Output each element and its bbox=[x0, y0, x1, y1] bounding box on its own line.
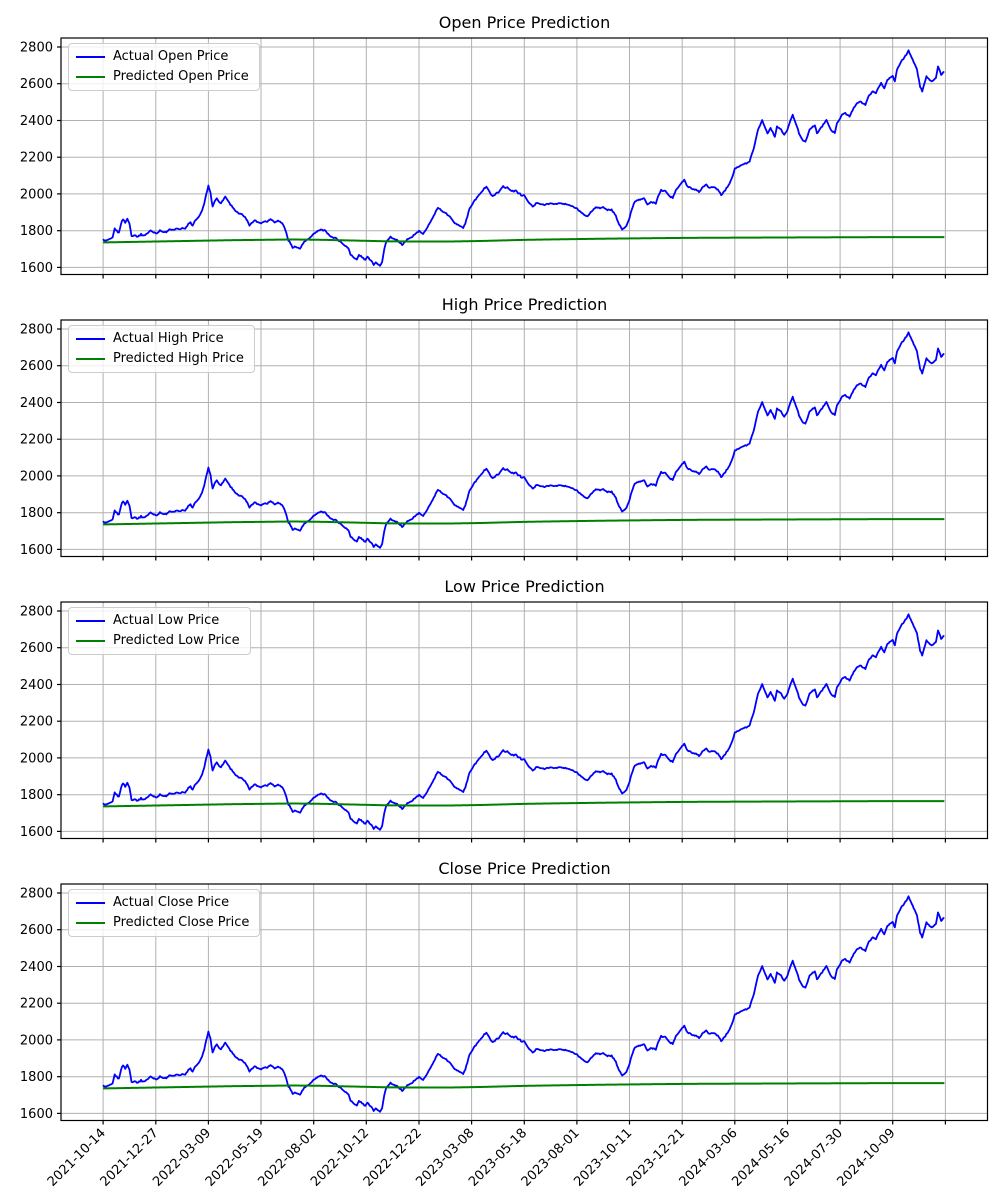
subplot-title-low: Low Price Prediction bbox=[444, 577, 605, 596]
legend-label: Actual Open Price bbox=[113, 49, 229, 64]
y-axis-tick-label: 2200 bbox=[20, 997, 53, 1012]
y-axis-tick-label: 2600 bbox=[20, 359, 53, 374]
y-axis-tick-label: 1800 bbox=[20, 224, 53, 239]
tick-marks bbox=[57, 328, 947, 561]
y-axis-tick-label: 1600 bbox=[20, 825, 53, 840]
subplot-title-high: High Price Prediction bbox=[441, 295, 608, 314]
legend-item-actual: Actual Low Price bbox=[76, 613, 240, 629]
y-axis-tick-label: 1600 bbox=[20, 1107, 53, 1122]
legend-close: Actual Close Price Predicted Close Price bbox=[68, 889, 261, 937]
y-axis-tick-label: 2200 bbox=[20, 151, 53, 166]
y-axis-tick-label: 2400 bbox=[20, 678, 53, 693]
predicted-line-swatch bbox=[76, 922, 105, 924]
y-axis-tick-label: 2400 bbox=[20, 114, 53, 129]
actual-line-swatch bbox=[76, 56, 105, 58]
legend-item-predicted: Predicted Close Price bbox=[76, 915, 249, 931]
actual-line-swatch bbox=[76, 902, 105, 904]
legend-item-predicted: Predicted Low Price bbox=[76, 633, 240, 649]
legend-label: Actual High Price bbox=[113, 331, 224, 346]
legend-label: Predicted Low Price bbox=[113, 633, 240, 648]
y-axis-tick-label: 2800 bbox=[20, 41, 53, 56]
y-axis-tick-label: 1800 bbox=[20, 788, 53, 803]
grid bbox=[61, 602, 988, 839]
legend-label: Predicted Close Price bbox=[113, 915, 250, 930]
subplot-title-close: Close Price Prediction bbox=[438, 859, 611, 878]
y-axis-tick-label: 2000 bbox=[20, 187, 53, 202]
tick-marks bbox=[57, 610, 947, 843]
legend-open: Actual Open Price Predicted Open Price bbox=[68, 43, 260, 91]
tick-marks bbox=[57, 892, 947, 1125]
grid bbox=[61, 38, 988, 275]
y-axis-tick-label: 2600 bbox=[20, 77, 53, 92]
tick-marks bbox=[57, 46, 947, 279]
y-axis-tick-label: 2800 bbox=[20, 887, 53, 902]
legend-label: Actual Low Price bbox=[113, 613, 220, 628]
legend-item-actual: Actual Close Price bbox=[76, 895, 249, 911]
y-axis-tick-label: 2000 bbox=[20, 469, 53, 484]
predicted-price-line bbox=[103, 800, 945, 808]
actual-line-swatch bbox=[76, 338, 105, 340]
legend-item-actual: Actual Open Price bbox=[76, 49, 249, 65]
y-axis-tick-label: 1600 bbox=[20, 261, 53, 276]
actual-price-line bbox=[102, 331, 945, 549]
legend-high: Actual High Price Predicted High Price bbox=[68, 325, 255, 373]
predicted-line-swatch bbox=[76, 640, 105, 642]
y-axis-tick-label: 2400 bbox=[20, 960, 53, 975]
legend-item-actual: Actual High Price bbox=[76, 331, 244, 347]
predicted-line-swatch bbox=[76, 76, 105, 78]
y-axis-tick-label: 1800 bbox=[20, 1070, 53, 1085]
subplot-open: 1600 1800 2000 2200 2400 2600 2800 bbox=[20, 37, 989, 279]
y-axis-tick-label: 2200 bbox=[20, 715, 53, 730]
predicted-price-line bbox=[103, 518, 945, 526]
legend-item-predicted: Predicted Open Price bbox=[76, 69, 249, 85]
legend-label: Predicted High Price bbox=[113, 351, 244, 366]
subplot-high: 1600 1800 2000 2200 2400 2600 2800 bbox=[20, 319, 989, 561]
y-axis-tick-label: 2000 bbox=[20, 751, 53, 766]
legend-low: Actual Low Price Predicted Low Price bbox=[68, 607, 251, 655]
y-axis-tick-label: 2800 bbox=[20, 605, 53, 620]
y-axis-tick-label: 2400 bbox=[20, 396, 53, 411]
actual-price-line bbox=[102, 613, 945, 831]
y-axis-tick-label: 2600 bbox=[20, 641, 53, 656]
y-axis-tick-label: 2200 bbox=[20, 433, 53, 448]
predicted-price-line bbox=[103, 236, 945, 244]
y-axis-tick-label: 1600 bbox=[20, 543, 53, 558]
legend-label: Predicted Open Price bbox=[113, 69, 249, 84]
predicted-line-swatch bbox=[76, 358, 105, 360]
legend-item-predicted: Predicted High Price bbox=[76, 351, 244, 367]
legend-label: Actual Close Price bbox=[113, 895, 230, 910]
y-axis-tick-label: 2000 bbox=[20, 1033, 53, 1048]
subplot-title-open: Open Price Prediction bbox=[438, 13, 611, 32]
predicted-price-line bbox=[103, 1082, 945, 1090]
actual-line-swatch bbox=[76, 620, 105, 622]
actual-price-line bbox=[102, 895, 945, 1113]
y-axis-tick-label: 2600 bbox=[20, 923, 53, 938]
y-axis-tick-label: 2800 bbox=[20, 323, 53, 338]
actual-price-line bbox=[102, 49, 945, 267]
grid bbox=[61, 320, 988, 557]
y-axis-tick-label: 1800 bbox=[20, 506, 53, 521]
subplot-low: 1600 1800 2000 2200 2400 2600 2800 bbox=[20, 601, 989, 843]
